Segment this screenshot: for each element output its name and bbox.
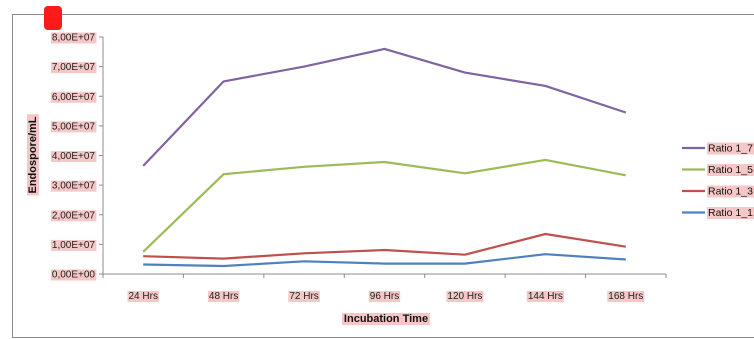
legend-entry: Ratio 1_1	[682, 207, 754, 219]
x-tick-label-text: 144 Hrs	[528, 291, 563, 302]
series-line-ratio-1_1	[143, 254, 626, 266]
legend: Ratio 1_7 Ratio 1_5 Ratio 1_3 Ratio 1_1	[682, 143, 754, 220]
x-tick-label-text: 168 Hrs	[608, 291, 643, 302]
legend-label-text: Ratio 1_1	[708, 207, 753, 219]
legend-label: Ratio 1_5	[707, 164, 754, 176]
legend-entry: Ratio 1_7	[682, 143, 754, 155]
series-lines	[143, 49, 626, 266]
y-tick-label-text: 7,00E+07	[52, 62, 96, 73]
x-tick-label-text: 24 Hrs	[128, 291, 157, 302]
x-tick-label: 96 Hrs	[369, 291, 400, 302]
x-tick-label-text: 48 Hrs	[209, 291, 238, 302]
series-line-ratio-1_7	[143, 49, 626, 166]
x-tick-label: 144 Hrs	[527, 291, 564, 302]
legend-label-text: Ratio 1_3	[708, 186, 753, 198]
y-tick-label-text: 0,00E+00	[52, 270, 96, 281]
y-tick-label: 0,00E+00	[51, 270, 97, 281]
y-tick-label-text: 2,00E+07	[52, 210, 96, 221]
x-tick-label: 120 Hrs	[446, 291, 483, 302]
legend-label-text: Ratio 1_7	[708, 143, 753, 155]
y-axis-title: Endospore/mL	[27, 116, 39, 193]
x-axis-title: Incubation Time	[344, 313, 428, 325]
legend-label: Ratio 1_7	[707, 143, 754, 155]
y-tick-label-text: 3,00E+07	[52, 181, 96, 192]
legend-label: Ratio 1_1	[707, 207, 754, 219]
y-tick-label: 1,00E+07	[51, 240, 97, 251]
y-tick-label-text: 6,00E+07	[52, 92, 96, 103]
y-axis: 0,00E+00 1,00E+07 2,00E+07 3,00E+07 4,00E+07…	[51, 33, 103, 281]
y-tick-label: 2,00E+07	[51, 210, 97, 221]
legend-entry: Ratio 1_5	[682, 164, 754, 176]
x-tick-label: 48 Hrs	[208, 291, 239, 302]
y-tick-label: 8,00E+07	[51, 33, 97, 44]
series-line-ratio-1_5	[143, 160, 626, 252]
y-tick-label-text: 8,00E+07	[52, 33, 96, 44]
y-tick-label: 4,00E+07	[51, 151, 97, 162]
legend-entry: Ratio 1_3	[682, 186, 754, 198]
x-tick-label: 24 Hrs	[127, 291, 158, 302]
y-tick-label-text: 1,00E+07	[52, 240, 96, 251]
y-tick-label-text: 4,00E+07	[52, 151, 96, 162]
x-tick-label: 72 Hrs	[288, 291, 319, 302]
x-tick-label: 168 Hrs	[607, 291, 644, 302]
x-tick-label-text: 72 Hrs	[289, 291, 318, 302]
y-tick-label-text: 5,00E+07	[52, 121, 96, 132]
y-tick-label: 7,00E+07	[51, 62, 97, 73]
x-tick-label-text: 96 Hrs	[370, 291, 399, 302]
y-tick-label: 3,00E+07	[51, 181, 97, 192]
x-tick-label-text: 120 Hrs	[447, 291, 482, 302]
legend-label: Ratio 1_3	[707, 186, 754, 198]
y-tick-label: 6,00E+07	[51, 92, 97, 103]
x-axis: 24 Hrs 48 Hrs 72 Hrs 96 Hrs 120 Hrs 144 Hrs 16…	[103, 274, 666, 302]
y-tick-label: 5,00E+07	[51, 121, 97, 132]
legend-label-text: Ratio 1_5	[708, 164, 753, 176]
